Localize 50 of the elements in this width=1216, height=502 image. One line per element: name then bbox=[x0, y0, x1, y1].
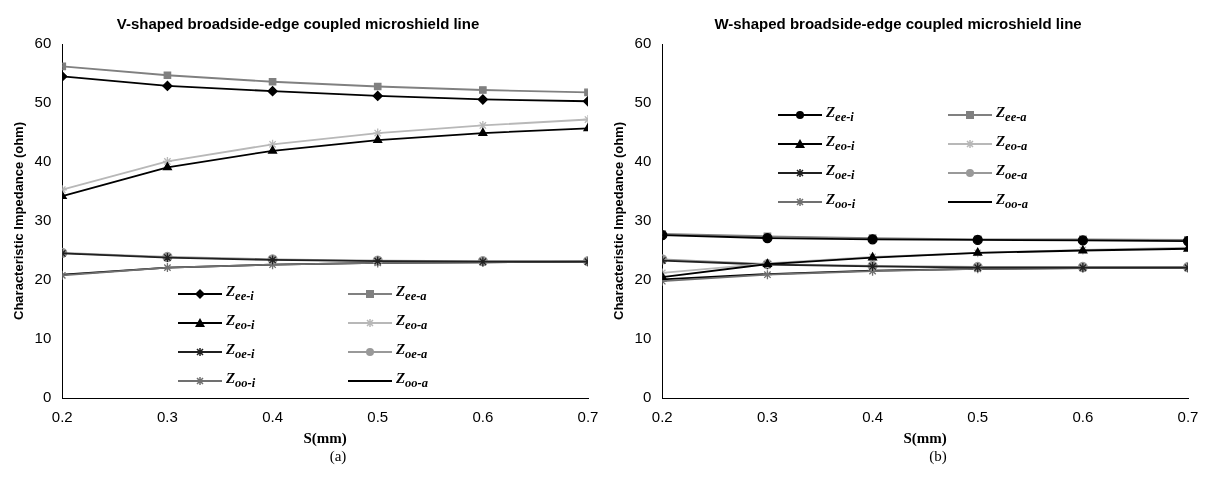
legend-label: Z$_{oe-i}$ bbox=[825, 162, 855, 183]
x-tick-label: 0.5 bbox=[367, 408, 389, 426]
chart-title: W-shaped broadside-edge coupled microshield line bbox=[714, 15, 1082, 33]
legend-label: Z$_{eo-a}$ bbox=[395, 312, 428, 333]
y-tick-label: 10 bbox=[34, 329, 52, 347]
y-tick-label: 20 bbox=[634, 270, 652, 288]
y-tick-label: 60 bbox=[634, 34, 652, 52]
legend-label: Z$_{oe-i}$ bbox=[225, 341, 255, 362]
y-tick-label: 10 bbox=[634, 329, 652, 347]
x-tick-label: 0.6 bbox=[472, 408, 494, 426]
x-axis-title: S(mm) bbox=[303, 429, 347, 447]
legend-label: Z$_{oo-a}$ bbox=[395, 370, 429, 391]
legend-label: Z$_{eo-i}$ bbox=[225, 312, 255, 333]
x-tick-label: 0.4 bbox=[862, 408, 883, 426]
x-axis-title: S(mm) bbox=[903, 429, 947, 447]
text: (a) bbox=[328, 448, 348, 465]
y-tick-label: 40 bbox=[634, 152, 652, 170]
legend-label: Z$_{ee-i}$ bbox=[825, 104, 854, 125]
y-tick-label: 30 bbox=[34, 211, 52, 229]
x-tick-label: 0.3 bbox=[757, 408, 778, 426]
legend-label: Z$_{oo-i}$ bbox=[225, 370, 256, 391]
y-tick-label: 40 bbox=[34, 152, 52, 170]
y-axis-title: Characteristic Impedance (ohm) bbox=[611, 122, 627, 320]
legend-label: Z$_{oo-i}$ bbox=[825, 191, 856, 212]
x-tick-label: 0.7 bbox=[577, 408, 599, 426]
y-tick-label: 30 bbox=[634, 211, 652, 229]
legend-label: Z$_{ee-a}$ bbox=[995, 104, 1027, 125]
legend-label: Z$_{ee-i}$ bbox=[225, 283, 254, 304]
legend-label: Z$_{ee-a}$ bbox=[395, 283, 427, 304]
text: (b) bbox=[928, 448, 948, 465]
legend-label: Z$_{oe-a}$ bbox=[995, 162, 1028, 183]
legend-label: Z$_{oe-a}$ bbox=[395, 341, 428, 362]
x-tick-label: 0.3 bbox=[157, 408, 178, 426]
chart-title: V-shaped broadside-edge coupled microshield line bbox=[116, 15, 480, 33]
y-tick-label: 20 bbox=[34, 270, 52, 288]
y-tick-label: 50 bbox=[34, 93, 52, 111]
y-tick-label: 0 bbox=[642, 388, 652, 406]
x-tick-label: 0.2 bbox=[51, 408, 73, 426]
x-tick-label: 0.7 bbox=[1177, 408, 1199, 426]
x-tick-label: 0.4 bbox=[262, 408, 283, 426]
y-tick-label: 0 bbox=[42, 388, 52, 406]
legend-label: Z$_{eo-i}$ bbox=[825, 133, 855, 154]
x-tick-label: 0.5 bbox=[967, 408, 989, 426]
y-axis-title: Characteristic Impedance (ohm) bbox=[11, 122, 27, 320]
y-tick-label: 50 bbox=[634, 93, 652, 111]
x-tick-label: 0.2 bbox=[651, 408, 673, 426]
y-tick-label: 60 bbox=[34, 34, 52, 52]
legend-label: Z$_{eo-a}$ bbox=[995, 133, 1028, 154]
x-tick-label: 0.6 bbox=[1072, 408, 1094, 426]
legend-label: Z$_{oo-a}$ bbox=[995, 191, 1029, 212]
